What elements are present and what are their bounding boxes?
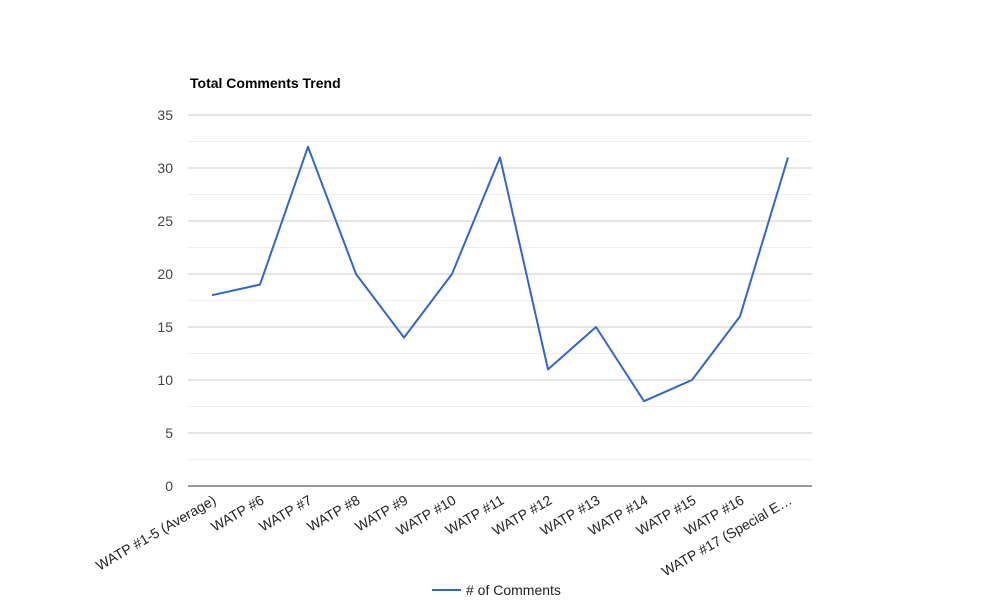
data-point[interactable] (259, 284, 261, 286)
y-tick-label: 15 (157, 319, 173, 335)
x-tick-label: WATP #8 (304, 492, 362, 535)
y-tick-label: 5 (165, 425, 173, 441)
data-point[interactable] (499, 156, 501, 158)
minor-gridlines (188, 141, 812, 460)
x-tick-label: WATP #6 (208, 492, 266, 535)
y-tick-label: 35 (157, 107, 173, 123)
data-point[interactable] (355, 273, 357, 275)
chart-title: Total Comments Trend (190, 75, 341, 91)
data-point[interactable] (403, 337, 405, 339)
data-point[interactable] (595, 326, 597, 328)
y-tick-label: 25 (157, 213, 173, 229)
legend[interactable]: # of Comments (432, 582, 561, 598)
legend-label: # of Comments (466, 582, 561, 598)
major-gridlines (188, 114, 812, 434)
data-point[interactable] (307, 146, 309, 148)
data-point[interactable] (211, 294, 213, 296)
data-point[interactable] (739, 315, 741, 317)
y-axis-ticks: 0 5 10 15 20 25 30 35 (157, 107, 173, 494)
y-tick-label: 10 (157, 372, 173, 388)
data-point[interactable] (643, 400, 645, 402)
data-point[interactable] (451, 273, 453, 275)
y-tick-label: 0 (165, 478, 173, 494)
x-tick-label: WATP #7 (256, 492, 314, 535)
data-point[interactable] (547, 368, 549, 370)
x-tick-label: WATP #1-5 (Average) (93, 492, 218, 574)
y-tick-label: 30 (157, 160, 173, 176)
data-point[interactable] (787, 156, 789, 158)
series-layer (211, 145, 789, 403)
data-point[interactable] (691, 379, 693, 381)
y-tick-label: 20 (157, 266, 173, 282)
series-line[interactable] (211, 145, 789, 403)
